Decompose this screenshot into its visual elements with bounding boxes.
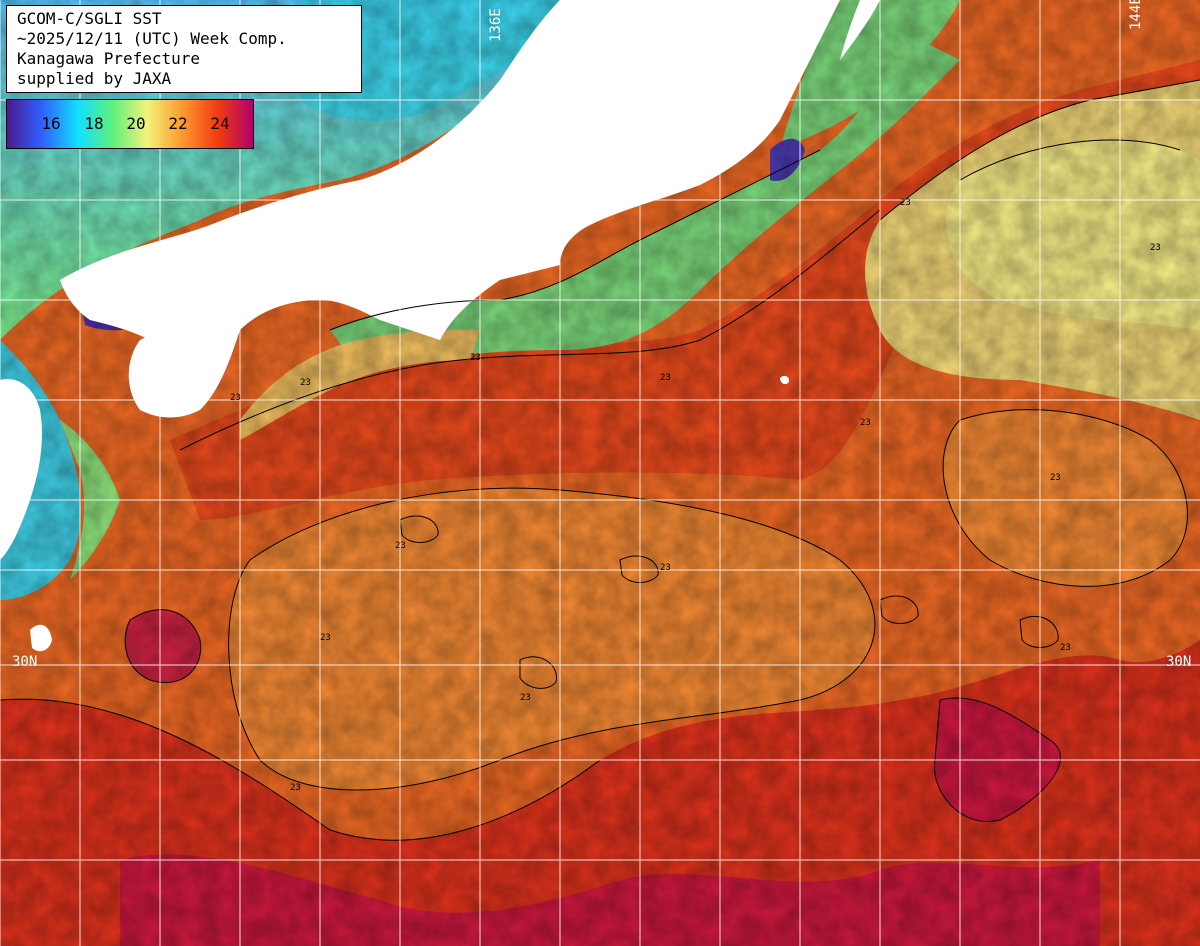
contour-label: 23 xyxy=(320,633,331,643)
contour-label: 23 xyxy=(520,693,531,703)
contour-labels: 23 23 23 23 23 23 23 23 23 23 23 23 23 23 xyxy=(230,198,1161,793)
colorbar-tick: 16 xyxy=(41,114,61,133)
longitude-label-144e: 144E xyxy=(1128,0,1144,30)
land-tanegashima xyxy=(30,624,52,652)
contour-label: 23 xyxy=(660,563,671,573)
product-info-box: GCOM-C/SGLI SST ~2025/12/11 (UTC) Week C… xyxy=(6,5,362,93)
contour-label: 23 xyxy=(1050,473,1061,483)
product-supplier: supplied by JAXA xyxy=(17,69,172,88)
contour-label: 23 xyxy=(860,418,871,428)
land-honshu-west xyxy=(60,0,840,370)
product-region: Kanagawa Prefecture xyxy=(17,49,201,68)
product-title: GCOM-C/SGLI SST xyxy=(17,9,162,28)
contour-label: 23 xyxy=(230,393,241,403)
contour-label: 23 xyxy=(470,353,481,363)
contour-label: 23 xyxy=(300,378,311,388)
contour-label: 23 xyxy=(1060,643,1071,653)
contour-label: 23 xyxy=(395,541,406,551)
land-shikoku xyxy=(128,324,240,418)
colorbar-tick: 22 xyxy=(168,114,188,133)
land-kyushu xyxy=(0,379,42,560)
contour-label: 23 xyxy=(900,198,911,208)
longitude-label-136e: 136E xyxy=(488,8,504,42)
contour-label: 23 xyxy=(290,783,301,793)
colorbar-ticks: 16 18 20 22 24 xyxy=(7,114,253,134)
land-upper-north xyxy=(840,0,880,60)
colorbar-tick: 24 xyxy=(210,114,230,133)
land-izu-island xyxy=(780,375,790,385)
colorbar-tick: 18 xyxy=(84,114,104,133)
latitude-label-30n-right: 30N xyxy=(1166,654,1192,670)
contour-label: 23 xyxy=(1150,243,1161,253)
temperature-colorbar: 16 18 20 22 24 xyxy=(6,99,254,149)
colorbar-ramp xyxy=(7,100,253,148)
latitude-label-30n-left: 30N xyxy=(12,654,38,670)
contour-label: 23 xyxy=(660,373,671,383)
product-date: ~2025/12/11 (UTC) Week Comp. xyxy=(17,29,287,48)
colorbar-tick: 20 xyxy=(126,114,146,133)
isotherm-contours xyxy=(0,79,1200,841)
